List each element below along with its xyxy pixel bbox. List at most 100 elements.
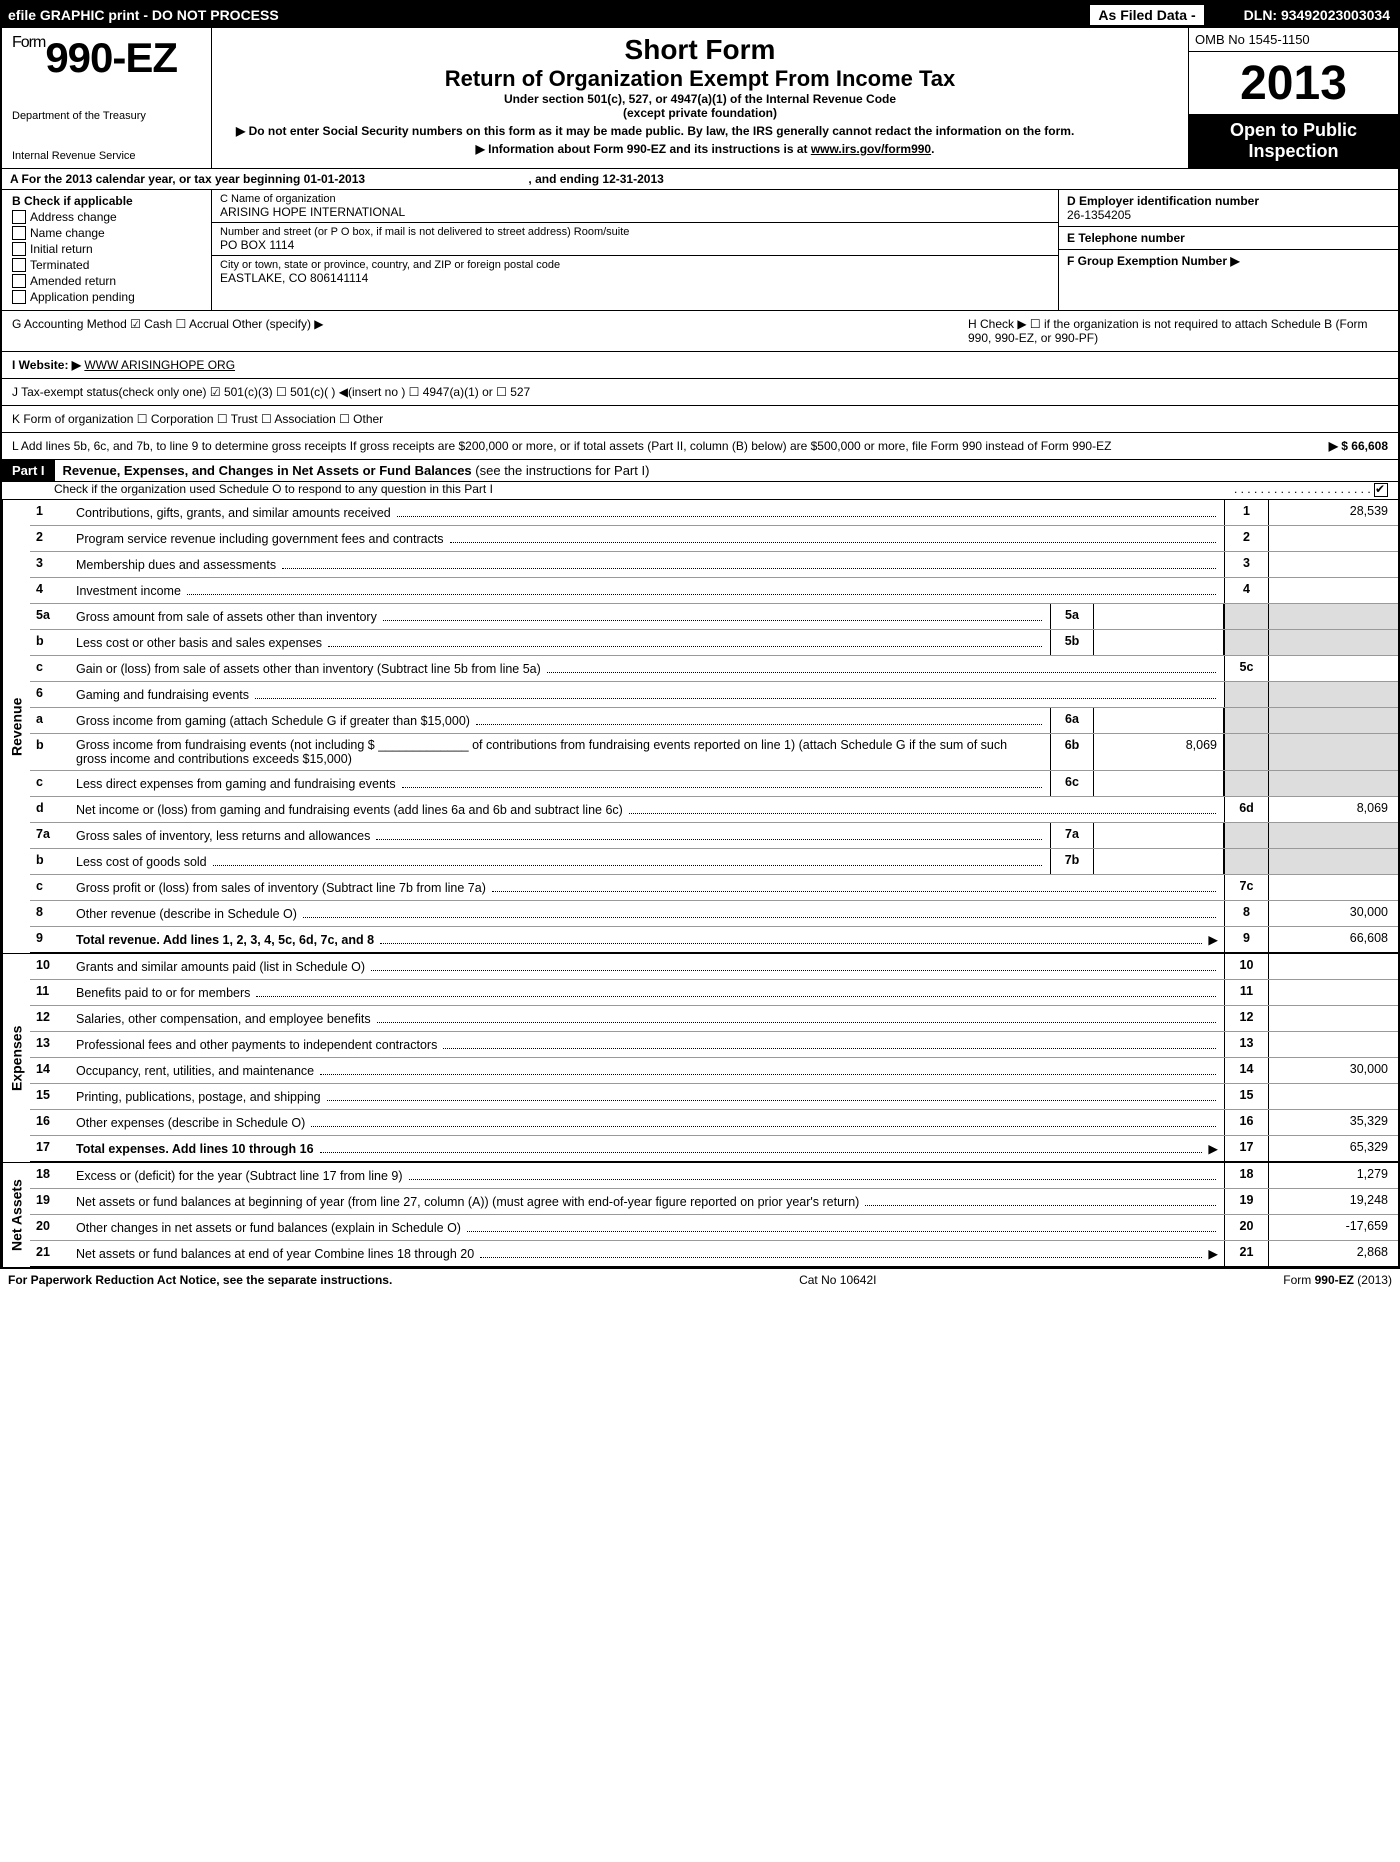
section-d: D Employer identification number 26-1354… bbox=[1059, 190, 1398, 227]
row-h: H Check ▶ ☐ if the organization is not r… bbox=[968, 317, 1388, 345]
form-header: Form990-EZ Department of the Treasury In… bbox=[2, 28, 1398, 169]
line-5a: 5aGross amount from sale of assets other… bbox=[30, 604, 1398, 630]
city-row: City or town, state or province, country… bbox=[212, 256, 1058, 288]
line-4: 4Investment income4 bbox=[30, 578, 1398, 604]
row-gh: G Accounting Method ☑ Cash ☐ Accrual Oth… bbox=[2, 311, 1398, 352]
line-c: cLess direct expenses from gaming and fu… bbox=[30, 771, 1398, 797]
line-b: bLess cost of goods sold7b bbox=[30, 849, 1398, 875]
ssn-note: Do not enter Social Security numbers on … bbox=[226, 124, 1174, 138]
line-3: 3Membership dues and assessments3 bbox=[30, 552, 1398, 578]
section-b: B Check if applicable Address change Name… bbox=[2, 190, 212, 310]
side-label: Net Assets bbox=[2, 1163, 30, 1267]
irs-link[interactable]: www.irs.gov/form990 bbox=[811, 142, 931, 156]
value-20: -17,659 bbox=[1268, 1215, 1398, 1240]
row-i: I Website: ▶ WWW ARISINGHOPE ORG bbox=[2, 352, 1398, 379]
section-revenue: Revenue1Contributions, gifts, grants, an… bbox=[2, 499, 1398, 953]
footer: For Paperwork Reduction Act Notice, see … bbox=[0, 1269, 1400, 1291]
section-c: C Name of organization ARISING HOPE INTE… bbox=[212, 190, 1058, 310]
value-17: 65,329 bbox=[1268, 1136, 1398, 1161]
line-19: 19Net assets or fund balances at beginni… bbox=[30, 1189, 1398, 1215]
line-a: aGross income from gaming (attach Schedu… bbox=[30, 708, 1398, 734]
header-form-id: Form990-EZ Department of the Treasury In… bbox=[2, 28, 212, 168]
topbar-left: efile GRAPHIC print - DO NOT PROCESS bbox=[2, 7, 1090, 23]
ein: 26-1354205 bbox=[1067, 208, 1390, 222]
topbar-mid: As Filed Data - bbox=[1090, 5, 1203, 25]
top-bar: efile GRAPHIC print - DO NOT PROCESS As … bbox=[2, 2, 1398, 28]
website-link[interactable]: WWW ARISINGHOPE ORG bbox=[84, 358, 235, 372]
section-net-assets: Net Assets18Excess or (deficit) for the … bbox=[2, 1162, 1398, 1267]
short-form-title: Short Form bbox=[226, 34, 1174, 66]
open-inspection: Open to Public Inspection bbox=[1189, 114, 1398, 168]
topbar-dln: DLN: 93492023003034 bbox=[1244, 7, 1398, 23]
part-i-tag: Part I bbox=[2, 460, 55, 481]
line-11: 11Benefits paid to or for members11 bbox=[30, 980, 1398, 1006]
except-sub: (except private foundation) bbox=[226, 106, 1174, 120]
section-b-title: B Check if applicable bbox=[12, 194, 205, 208]
value-19: 19,248 bbox=[1268, 1189, 1398, 1214]
checkbox-terminated[interactable]: Terminated bbox=[12, 258, 205, 272]
checkbox-address-change[interactable]: Address change bbox=[12, 210, 205, 224]
line-21: 21Net assets or fund balances at end of … bbox=[30, 1241, 1398, 1267]
schedule-o-checkbox[interactable] bbox=[1374, 483, 1388, 497]
part-i-header: Part I Revenue, Expenses, and Changes in… bbox=[2, 460, 1398, 482]
checkbox-application-pending[interactable]: Application pending bbox=[12, 290, 205, 304]
row-j: J Tax-exempt status(check only one) ☑ 50… bbox=[2, 379, 1398, 406]
dept-treasury: Department of the Treasury bbox=[12, 110, 205, 122]
line-2: 2Program service revenue including gover… bbox=[30, 526, 1398, 552]
value-18: 1,279 bbox=[1268, 1163, 1398, 1188]
side-label: Expenses bbox=[2, 954, 30, 1162]
value-12 bbox=[1268, 1006, 1398, 1031]
line-15: 15Printing, publications, postage, and s… bbox=[30, 1084, 1398, 1110]
part-i-sub: Check if the organization used Schedule … bbox=[2, 482, 1398, 499]
value-10 bbox=[1268, 954, 1398, 979]
section-sub: Under section 501(c), 527, or 4947(a)(1)… bbox=[226, 92, 1174, 106]
value-8: 30,000 bbox=[1268, 901, 1398, 926]
line-17: 17Total expenses. Add lines 10 through 1… bbox=[30, 1136, 1398, 1162]
line-7a: 7aGross sales of inventory, less returns… bbox=[30, 823, 1398, 849]
value-2 bbox=[1268, 526, 1398, 551]
row-g: G Accounting Method ☑ Cash ☐ Accrual Oth… bbox=[12, 317, 324, 331]
value-3 bbox=[1268, 552, 1398, 577]
line-10: 10Grants and similar amounts paid (list … bbox=[30, 954, 1398, 980]
org-name-row: C Name of organization ARISING HOPE INTE… bbox=[212, 190, 1058, 223]
line-18: 18Excess or (deficit) for the year (Subt… bbox=[30, 1163, 1398, 1189]
return-title: Return of Organization Exempt From Incom… bbox=[226, 66, 1174, 92]
line-13: 13Professional fees and other payments t… bbox=[30, 1032, 1398, 1058]
line-b: bLess cost or other basis and sales expe… bbox=[30, 630, 1398, 656]
header-title-block: Short Form Return of Organization Exempt… bbox=[212, 28, 1188, 168]
info-note: Information about Form 990-EZ and its in… bbox=[226, 142, 1174, 156]
line-14: 14Occupancy, rent, utilities, and mainte… bbox=[30, 1058, 1398, 1084]
value-15 bbox=[1268, 1084, 1398, 1109]
line-6: 6Gaming and fundraising events bbox=[30, 682, 1398, 708]
value-21: 2,868 bbox=[1268, 1241, 1398, 1266]
checkbox-amended-return[interactable]: Amended return bbox=[12, 274, 205, 288]
line-20: 20Other changes in net assets or fund ba… bbox=[30, 1215, 1398, 1241]
section-e: E Telephone number bbox=[1059, 227, 1398, 250]
section-f: F Group Exemption Number ▶ bbox=[1059, 250, 1398, 310]
value-5c bbox=[1268, 656, 1398, 681]
footer-form: Form 990-EZ (2013) bbox=[1283, 1273, 1392, 1287]
line-d: dNet income or (loss) from gaming and fu… bbox=[30, 797, 1398, 823]
value-4 bbox=[1268, 578, 1398, 603]
org-name: ARISING HOPE INTERNATIONAL bbox=[220, 205, 1050, 219]
checkbox-name-change[interactable]: Name change bbox=[12, 226, 205, 240]
line-c: cGain or (loss) from sale of assets othe… bbox=[30, 656, 1398, 682]
value-16: 35,329 bbox=[1268, 1110, 1398, 1135]
line-9: 9Total revenue. Add lines 1, 2, 3, 4, 5c… bbox=[30, 927, 1398, 953]
value-11 bbox=[1268, 980, 1398, 1005]
dept-irs: Internal Revenue Service bbox=[12, 150, 205, 162]
line-16: 16Other expenses (describe in Schedule O… bbox=[30, 1110, 1398, 1136]
checkbox-initial-return[interactable]: Initial return bbox=[12, 242, 205, 256]
omb-number: OMB No 1545-1150 bbox=[1189, 28, 1398, 52]
section-expenses: Expenses10Grants and similar amounts pai… bbox=[2, 953, 1398, 1162]
side-label: Revenue bbox=[2, 500, 30, 953]
value-1: 28,539 bbox=[1268, 500, 1398, 525]
info-block: B Check if applicable Address change Name… bbox=[2, 190, 1398, 311]
form-container: efile GRAPHIC print - DO NOT PROCESS As … bbox=[0, 0, 1400, 1269]
value-9: 66,608 bbox=[1268, 927, 1398, 952]
sections-def: D Employer identification number 26-1354… bbox=[1058, 190, 1398, 310]
value-14: 30,000 bbox=[1268, 1058, 1398, 1083]
line-1: 1Contributions, gifts, grants, and simil… bbox=[30, 500, 1398, 526]
footer-cat: Cat No 10642I bbox=[799, 1273, 876, 1287]
row-l: L Add lines 5b, 6c, and 7b, to line 9 to… bbox=[2, 433, 1398, 460]
